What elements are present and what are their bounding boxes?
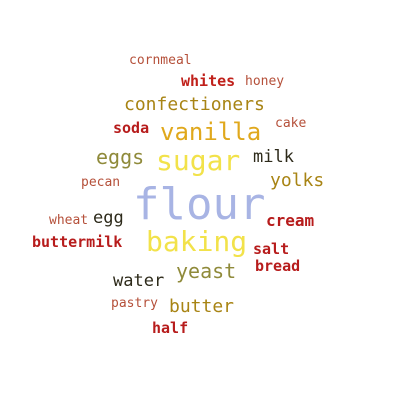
word-cream: cream (266, 211, 315, 230)
word-half: half (152, 319, 189, 337)
word-soda: soda (113, 119, 150, 137)
word-confectioners: confectioners (124, 94, 265, 115)
word-salt: salt (253, 240, 290, 258)
word-cornmeal: cornmeal (129, 53, 192, 68)
word-wheat: wheat (49, 213, 89, 228)
word-pecan: pecan (81, 175, 121, 190)
word-butter: butter (169, 296, 235, 317)
word-milk: milk (253, 147, 294, 167)
word-whites: whites (181, 72, 236, 90)
word-flour: flour (133, 179, 266, 230)
word-egg: egg (93, 208, 124, 228)
word-yolks: yolks (270, 170, 325, 191)
word-pastry: pastry (111, 296, 158, 311)
word-water: water (113, 271, 165, 291)
word-bread: bread (255, 257, 301, 275)
word-honey: honey (245, 74, 285, 89)
word-buttermilk: buttermilk (32, 233, 123, 251)
word-cake: cake (275, 116, 307, 131)
word-vanilla: vanilla (160, 118, 262, 146)
word-baking: baking (146, 225, 248, 258)
word-sugar: sugar (156, 144, 241, 177)
word-yeast: yeast (176, 259, 237, 283)
word-eggs: eggs (96, 145, 145, 169)
